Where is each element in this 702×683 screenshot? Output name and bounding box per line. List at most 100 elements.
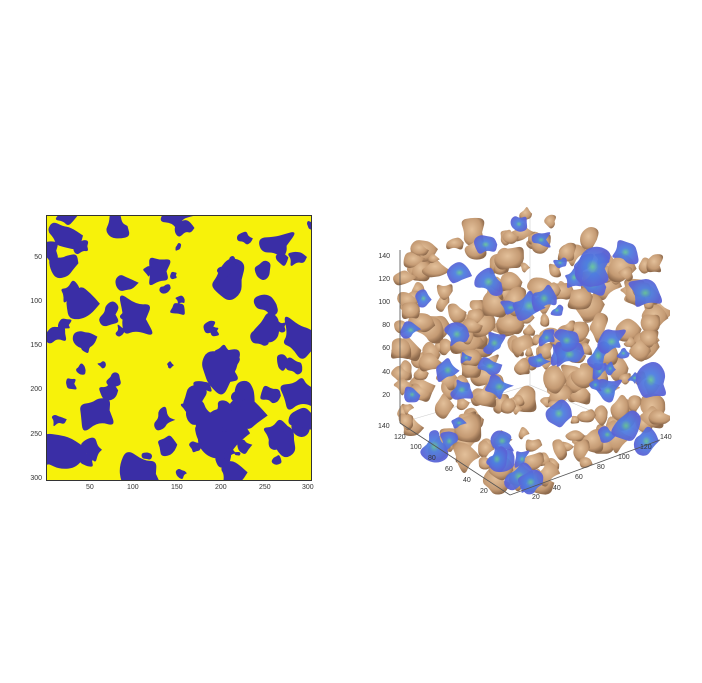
solid-grain (512, 394, 525, 407)
pore-region (175, 469, 187, 480)
solid-grain (410, 242, 429, 256)
pore-region (271, 455, 282, 465)
pore-region (250, 325, 273, 346)
pore-surface (484, 374, 514, 400)
pore-region (283, 316, 312, 359)
solid-grain (640, 314, 661, 334)
pore-region (175, 295, 185, 305)
pore-region (214, 344, 234, 363)
volume-3d-xtick: 80 (597, 464, 605, 471)
solid-grain (436, 284, 453, 301)
pore-surface (531, 284, 557, 312)
solid-grain (403, 252, 426, 268)
pore-surface (446, 262, 473, 284)
pore-surface (554, 329, 580, 352)
pore-region (48, 222, 83, 250)
pore-surface (553, 257, 567, 269)
volume-3d-xtick: 100 (618, 454, 630, 461)
solid-grain (452, 442, 481, 474)
pore-surface (460, 351, 472, 364)
pore-region (99, 382, 119, 401)
solid-grain (570, 415, 580, 424)
pore-region (73, 240, 89, 255)
solid-grain (552, 439, 568, 461)
solid-grain (525, 439, 543, 452)
pore-region (260, 385, 281, 404)
pore-surface (504, 462, 535, 491)
volume-3d-ytick: 20 (480, 488, 488, 495)
solid-grain (580, 226, 599, 251)
solid-grain (557, 242, 576, 263)
solid-grain (565, 430, 585, 442)
solid-grain (563, 320, 575, 333)
solid-grain (543, 365, 567, 394)
pore-surface (550, 304, 564, 316)
pore-surface (616, 347, 630, 359)
pore-region (106, 215, 130, 239)
slice-2d-panel (46, 215, 312, 481)
pore-region (215, 371, 231, 384)
pore-region (159, 284, 171, 294)
solid-grain (623, 336, 637, 348)
pore-surface (528, 353, 551, 368)
pore-surface (404, 386, 421, 403)
solid-grain (478, 440, 495, 458)
pore-region (220, 427, 228, 432)
pore-surface (486, 446, 508, 472)
solid-grain (391, 365, 412, 383)
slice-2d-xtick: 250 (259, 484, 271, 491)
pore-surface (444, 322, 470, 347)
slice-2d-ytick: 50 (34, 254, 42, 261)
pore-region (55, 215, 78, 226)
volume-3d-ztick: 100 (378, 299, 390, 306)
pore-region (275, 253, 289, 266)
solid-grain (513, 357, 531, 375)
slice-2d-image (46, 215, 312, 481)
slice-2d-xtick: 50 (86, 484, 94, 491)
pore-region (80, 341, 92, 353)
pore-region (174, 220, 195, 237)
solid-grain (544, 214, 556, 229)
pore-region (80, 398, 114, 431)
pore-region (119, 307, 132, 320)
solid-grain (593, 405, 608, 426)
solid-grain (618, 266, 633, 282)
pore-surface (483, 331, 506, 355)
volume-3d-ztick: 140 (378, 253, 390, 260)
pore-region (115, 275, 139, 291)
slice-2d-ytick: 200 (30, 386, 42, 393)
pore-surface (512, 290, 546, 321)
solid-grain (390, 338, 412, 360)
pore-surface (474, 267, 503, 296)
slice-2d-xtick: 300 (302, 484, 314, 491)
solid-grain (498, 271, 523, 292)
solid-grain (482, 290, 510, 318)
pore-surface (531, 232, 551, 248)
volume-3d-ztick: 60 (382, 345, 390, 352)
pore-surface (477, 357, 503, 376)
pore-region (46, 241, 58, 263)
volume-3d-ytick: 40 (463, 477, 471, 484)
solid-grain (502, 229, 519, 244)
volume-3d-ztick: 40 (382, 369, 390, 376)
pore-region (119, 452, 160, 481)
pore-region (170, 271, 177, 280)
pore-surface (593, 378, 622, 403)
volume-3d-xtick: 60 (575, 474, 583, 481)
pore-region (189, 441, 202, 453)
pore-region (49, 254, 79, 279)
solid-grain (646, 254, 664, 273)
solid-grain (393, 270, 418, 286)
pore-surface (604, 361, 616, 376)
pore-region (193, 381, 212, 392)
pore-region (119, 295, 153, 335)
volume-3d-image (390, 207, 670, 496)
pore-surface (490, 430, 514, 452)
slice-2d-xtick: 100 (127, 484, 139, 491)
volume-3d-ztick: 80 (382, 322, 390, 329)
volume-3d-panel (370, 195, 670, 515)
pore-region (61, 280, 81, 303)
solid-grain (520, 262, 531, 273)
slice-2d-ytick: 300 (30, 475, 42, 482)
